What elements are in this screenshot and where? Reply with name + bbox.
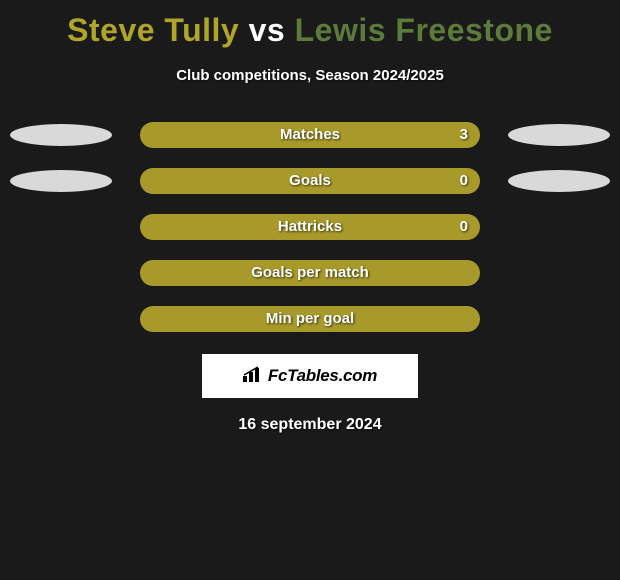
stat-row: Hattricks0 <box>0 214 620 240</box>
stat-row: Goals0 <box>0 168 620 194</box>
stat-label: Goals per match <box>140 260 480 286</box>
stat-row: Goals per match <box>0 260 620 286</box>
stat-row: Min per goal <box>0 306 620 332</box>
stat-label: Matches <box>140 122 480 148</box>
right-ellipse <box>508 124 610 146</box>
player2-name: Lewis Freestone <box>295 12 553 48</box>
bars-icon <box>243 366 265 387</box>
stat-bar: Hattricks0 <box>140 214 480 240</box>
stat-label: Goals <box>140 168 480 194</box>
subtitle: Club competitions, Season 2024/2025 <box>0 67 620 84</box>
stat-value: 0 <box>460 168 468 194</box>
stat-bar: Goals0 <box>140 168 480 194</box>
right-ellipse <box>508 170 610 192</box>
left-ellipse <box>10 124 112 146</box>
date-label: 16 september 2024 <box>0 416 620 434</box>
stat-bar: Goals per match <box>140 260 480 286</box>
brand-text: FcTables.com <box>268 366 377 386</box>
stat-bar: Min per goal <box>140 306 480 332</box>
vs-label: vs <box>249 12 286 48</box>
stat-row: Matches3 <box>0 122 620 148</box>
stat-label: Min per goal <box>140 306 480 332</box>
page-title: Steve Tully vs Lewis Freestone <box>0 0 620 49</box>
left-ellipse <box>10 170 112 192</box>
player1-name: Steve Tully <box>67 12 239 48</box>
brand-badge: FcTables.com <box>202 354 418 398</box>
stat-value: 3 <box>460 122 468 148</box>
stat-rows: Matches3Goals0Hattricks0Goals per matchM… <box>0 122 620 332</box>
stat-label: Hattricks <box>140 214 480 240</box>
stat-bar: Matches3 <box>140 122 480 148</box>
stat-value: 0 <box>460 214 468 240</box>
